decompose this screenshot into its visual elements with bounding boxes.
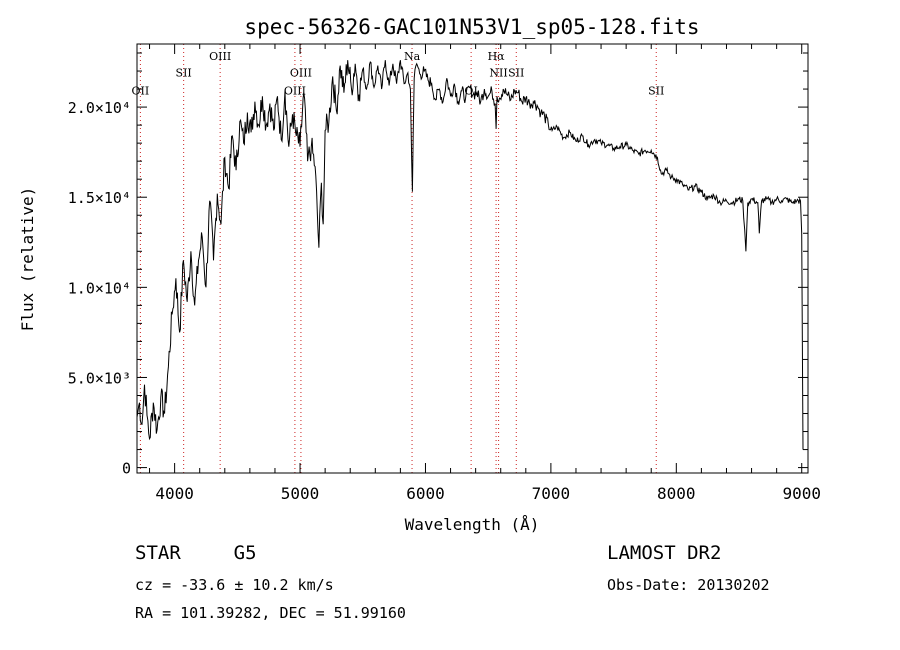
y-tick-label: 1.5×10⁴ [68, 189, 131, 207]
coordinates-text: RA = 101.39282, DEC = 51.99160 [135, 604, 406, 622]
y-axis-label: Flux (relative) [18, 187, 37, 332]
spectrum-line [136, 60, 804, 450]
x-tick-label: 4000 [155, 484, 194, 503]
marker-label: SII [648, 84, 664, 97]
x-axis-label: Wavelength (Å) [405, 515, 540, 534]
object-class-row: STAR G5 [135, 542, 257, 564]
spectrum-layer [136, 60, 804, 450]
object-subclass: G5 [233, 542, 257, 564]
x-tick-label: 6000 [406, 484, 445, 503]
x-tick-label: 8000 [657, 484, 696, 503]
marker-label: OII [132, 84, 150, 97]
marker-label: NII [489, 66, 507, 79]
redshift-text: cz = -33.6 ± 10.2 km/s [135, 576, 334, 594]
marker-label: Hα [488, 50, 506, 63]
plot-frame [136, 43, 809, 474]
x-axis: 4000 5000 6000 7000 8000 9000 [149, 44, 821, 503]
y-axis: 0 5.0×10³ 1.0×10⁴ 1.5×10⁴ 2.0×10⁴ [68, 52, 808, 478]
x-tick-label: 5000 [281, 484, 320, 503]
y-tick-label: 1.0×10⁴ [68, 279, 131, 297]
marker-label: OIII [284, 84, 306, 97]
marker-label: SII [176, 66, 192, 79]
marker-label: OIII [209, 50, 231, 63]
chart-title: spec-56326-GAC101N53V1_sp05-128.fits [244, 15, 699, 39]
y-tick-label: 0 [122, 460, 131, 478]
observation-date: Obs-Date: 20130202 [607, 576, 770, 594]
x-tick-label: 7000 [532, 484, 571, 503]
x-tick-label: 9000 [782, 484, 821, 503]
marker-label: SII [508, 66, 524, 79]
marker-label: OIII [290, 66, 312, 79]
object-class: STAR [135, 542, 181, 564]
y-tick-label: 5.0×10³ [68, 369, 131, 387]
y-tick-label: 2.0×10⁴ [68, 99, 131, 117]
survey-name: LAMOST DR2 [607, 542, 722, 564]
marker-label: Na [404, 50, 421, 63]
